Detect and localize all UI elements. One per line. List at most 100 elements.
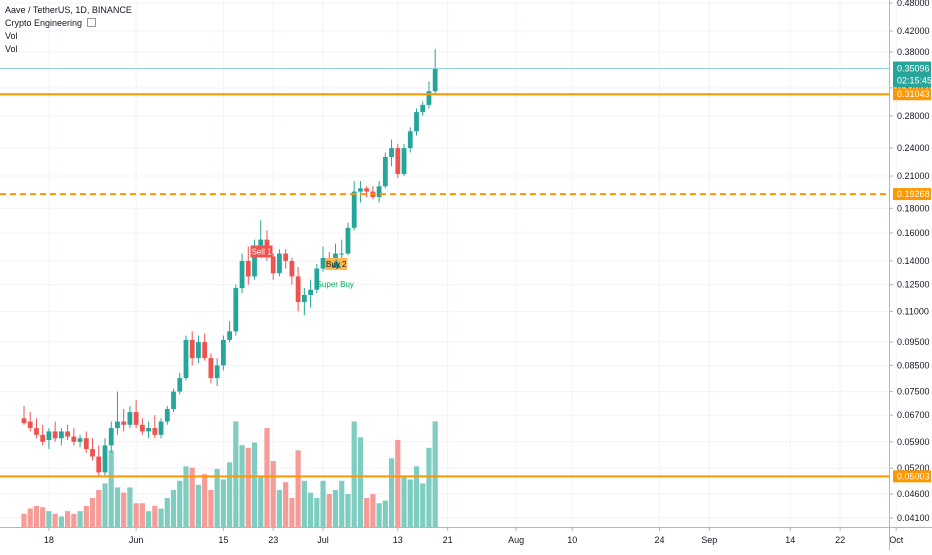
volume-bar xyxy=(407,479,413,527)
candle-body xyxy=(171,391,176,410)
volume-bar xyxy=(71,513,77,527)
y-tick-label: 0.05200 xyxy=(897,463,930,473)
candle-body xyxy=(152,428,158,435)
volume-bar xyxy=(426,447,432,527)
volume-bar xyxy=(195,484,202,527)
super-buy-label: Super Buy xyxy=(317,280,354,289)
candle-body xyxy=(58,431,64,439)
candle-body xyxy=(40,434,46,442)
candle-body xyxy=(426,91,432,105)
candle-body xyxy=(252,246,257,277)
volume-bar xyxy=(177,480,183,527)
candle-body xyxy=(139,424,145,432)
candle-body xyxy=(432,68,438,92)
candle-body xyxy=(220,339,226,366)
volume-bar xyxy=(202,474,208,527)
x-tick-label: 10 xyxy=(567,535,577,545)
volume-bar xyxy=(220,479,226,527)
candle-body xyxy=(308,289,313,295)
x-tick-label: 21 xyxy=(443,535,453,545)
candle-body xyxy=(71,436,77,442)
volume-bar xyxy=(301,480,307,527)
volume-bar xyxy=(89,497,96,527)
sell-signal-label: Sell 1 xyxy=(252,247,273,256)
candle-body xyxy=(358,188,363,192)
candle-body xyxy=(83,438,89,450)
level-price-tag xyxy=(893,470,931,483)
candle-body xyxy=(389,148,394,158)
volume-bar xyxy=(102,483,108,527)
x-tick-label: 24 xyxy=(654,535,664,545)
candle-body xyxy=(376,186,382,198)
x-tick-label: Jul xyxy=(317,535,329,545)
volume-bar xyxy=(114,487,121,527)
y-tick-label: 0.18000 xyxy=(897,203,930,213)
volume-bar xyxy=(264,428,270,527)
volume-bar xyxy=(152,505,158,527)
y-tick-label: 0.24000 xyxy=(897,143,930,153)
candle-body xyxy=(102,445,108,473)
x-tick-label: Oct xyxy=(889,535,904,545)
volume-bar xyxy=(388,458,395,527)
volume-bar xyxy=(370,494,376,527)
candle-body xyxy=(121,421,127,425)
candle-body xyxy=(382,157,388,187)
candle-body xyxy=(164,409,170,422)
candle-body xyxy=(414,112,419,132)
candle-body xyxy=(108,428,114,446)
candle-body xyxy=(189,339,195,359)
volume-bar xyxy=(382,500,388,527)
x-tick-label: 13 xyxy=(393,535,403,545)
volume-bar xyxy=(395,439,401,527)
candle-body xyxy=(320,257,326,269)
symbol-title[interactable]: Aave / TetherUS, 1D, BINANCE xyxy=(5,5,132,15)
volume-bar xyxy=(258,476,264,527)
volume-bar xyxy=(189,467,195,527)
volume-bar xyxy=(46,511,52,527)
candle-body xyxy=(239,260,245,289)
candle-body xyxy=(277,253,282,274)
x-tick-label: 23 xyxy=(268,535,278,545)
candle-body xyxy=(146,428,151,432)
x-tick-label: Jun xyxy=(129,535,144,545)
volume-bar xyxy=(133,503,139,527)
y-tick-label: 0.42000 xyxy=(897,26,930,36)
buy-arrow-icon xyxy=(331,258,342,268)
candle-body xyxy=(395,148,401,175)
volume-bar xyxy=(314,497,320,527)
y-tick-label: 0.14000 xyxy=(897,256,930,266)
legend: Aave / TetherUS, 1D, BINANCE Crypto Engi… xyxy=(5,4,132,56)
y-tick-label: 0.08500 xyxy=(897,360,930,370)
candle-body xyxy=(183,339,189,379)
y-tick-label: 0.09500 xyxy=(897,337,930,347)
candle-body xyxy=(301,294,307,303)
candle-body xyxy=(401,148,407,175)
indicator-row[interactable]: Crypto Engineering xyxy=(5,17,132,30)
settings-icon[interactable] xyxy=(86,18,96,27)
volume-bars xyxy=(21,421,438,527)
volume-bar xyxy=(239,445,245,527)
volume-bar xyxy=(121,492,127,527)
x-tick-label: 15 xyxy=(218,535,228,545)
candle-body xyxy=(314,268,320,290)
volume-bar xyxy=(326,494,332,527)
signals: Sell 1 Buy 2 Super Buy xyxy=(250,245,354,289)
volume-bar xyxy=(295,450,301,527)
level-price-label: 0.05003 xyxy=(897,471,930,481)
candle-body xyxy=(339,253,345,255)
volume-bar xyxy=(283,482,289,527)
y-tick-label: 0.11000 xyxy=(897,306,929,316)
volume-bar xyxy=(158,508,164,527)
volume-bar xyxy=(351,421,357,527)
volume-bar xyxy=(214,468,220,527)
horizontal-levels[interactable] xyxy=(0,68,889,478)
volume-label-2[interactable]: Vol xyxy=(5,44,18,54)
volume-bar xyxy=(251,442,258,527)
volume-label-1[interactable]: Vol xyxy=(5,31,18,41)
level-price-label: 0.19268 xyxy=(897,189,930,199)
candle-body xyxy=(21,418,27,424)
candle-body xyxy=(96,456,102,473)
candle-body xyxy=(65,431,71,437)
